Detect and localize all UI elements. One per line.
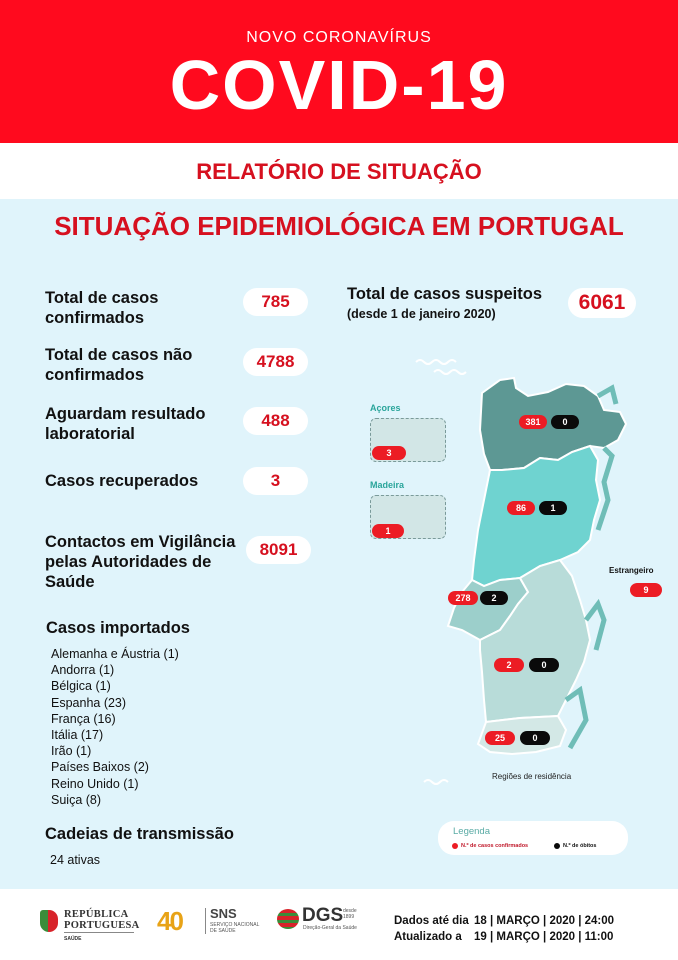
acores-confirmed-badge: 3 [372,446,406,460]
foreign-confirmed-badge: 9 [630,583,662,597]
stat-suspected-label: Total de casos suspeitos [347,285,543,303]
dates-block: Dados até dia 18 | MARÇO | 2020 | 24:00 … [394,913,614,945]
data-until-value: 18 | MARÇO | 2020 | 24:00 [474,915,615,927]
list-item: Alemanha e Áustria (1) [51,647,179,661]
stat-contacts: Contactos em Vigilância pelas Autoridade… [45,532,240,592]
republica-portuguesa-logo: REPÚBLICA PORTUGUESA [64,909,140,931]
stat-label: Total de casos não confirmados [45,346,193,384]
imported-list: Alemanha e Áustria (1) Andorra (1) Bélgi… [51,646,179,808]
list-item: Suiça (8) [51,792,102,807]
stat-recovered: Casos recuperados [45,471,225,491]
list-item: Andorra (1) [51,663,115,678]
stat-confirmed-value: 785 [243,288,308,316]
stat-unconfirmed: Total de casos não confirmados [45,345,205,385]
stat-suspected: Total de casos suspeitos (desde 1 de jan… [347,285,557,324]
list-item: Espanha (23) [51,695,127,710]
waves-icon [415,359,467,785]
legend-title: Legenda [453,826,490,837]
dgs-logo-icon [277,909,299,929]
legend-confirmed: N.º de casos confirmados [452,843,528,849]
chains-title: Cadeias de transmissão [45,825,234,843]
lisboa-deaths-badge: 2 [480,591,508,605]
region-centro [470,444,602,588]
list-item: Reino Unido (1) [51,776,139,791]
report-title: RELATÓRIO DE SITUAÇÃO [196,159,482,184]
norte-deaths-badge: 0 [551,415,579,429]
algarve-confirmed-badge: 25 [485,731,515,745]
sns-sub: SERVIÇO NACIONAL DE SAÚDE [210,922,260,934]
imported-title: Casos importados [46,619,190,637]
updated-label: Atualizado a [394,931,462,943]
footer: REPÚBLICA PORTUGUESA SAÚDE 40 SNS SERVIÇ… [0,889,678,960]
chains-value: 24 ativas [50,853,101,867]
alentejo-deaths-badge: 0 [529,658,559,672]
sns-divider [205,908,206,934]
list-item: Países Baixos (2) [51,760,149,775]
rp-divider [64,932,134,933]
updated-value: 19 | MARÇO | 2020 | 11:00 [474,931,614,943]
stat-suspected-note: (desde 1 de janeiro 2020) [347,307,496,321]
island-label-acores: Açores [370,403,401,413]
black-dot-icon [554,843,560,849]
stat-recovered-value: 3 [243,467,308,495]
list-item: Bélgica (1) [51,679,111,694]
stat-label: Aguardam resultado laboratorial [45,405,206,443]
list-item: Itália (17) [51,728,104,743]
stat-awaiting-value: 488 [243,407,308,435]
alentejo-confirmed-badge: 2 [494,658,524,672]
stat-label: Contactos em Vigilância pelas Autoridade… [45,533,236,591]
dgs-logo: DGS [302,905,344,926]
rp-line2: PORTUGUESA [64,920,140,931]
legend-deaths: N.º de óbitos [554,843,596,849]
header-title: COVID-19 [169,46,509,124]
lisboa-confirmed-badge: 278 [448,591,478,605]
madeira-confirmed-badge: 1 [372,524,404,538]
stat-unconfirmed-value: 4788 [243,348,308,376]
stat-label: Casos recuperados [45,472,199,490]
data-until-label: Dados até dia [394,915,469,927]
republica-portuguesa-logo-icon [40,910,58,932]
dgs-sub: Direção-Geral da Saúde [303,925,357,931]
norte-confirmed-badge: 381 [519,415,547,429]
stat-suspected-value: 6061 [568,288,636,318]
rp-line1: REPÚBLICA [64,909,129,920]
dgs-since: desde 1899 [343,908,357,920]
stat-label: Total de casos confirmados [45,289,159,327]
sns-logo: SNS [210,906,237,921]
stat-contacts-value: 8091 [246,536,311,564]
map-caption: Regiões de residência [492,772,572,781]
report-bar: RELATÓRIO DE SITUAÇÃO [0,143,678,199]
island-label-madeira: Madeira [370,480,405,490]
foreign-label: Estrangeiro [609,566,654,575]
sns-40-logo-icon: 40 [157,906,184,936]
legend-confirmed-label: N.º de casos confirmados [461,843,529,849]
centro-deaths-badge: 1 [539,501,567,515]
legend-deaths-label: N.º de óbitos [563,843,597,849]
red-dot-icon [452,843,458,849]
stat-confirmed: Total de casos confirmados [45,288,205,328]
map-legend: Legenda N.º de casos confirmados N.º de … [438,821,628,855]
header-kicker: NOVO CORONAVÍRUS [246,29,432,46]
section-title: SITUAÇÃO EPIDEMIOLÓGICA EM PORTUGAL [54,211,624,241]
stat-awaiting: Aguardam resultado laboratorial [45,404,215,444]
rp-sub: SAÚDE [64,936,82,942]
list-item: Irão (1) [51,744,92,759]
centro-confirmed-badge: 86 [507,501,535,515]
list-item: França (16) [51,711,116,726]
header-banner: NOVO CORONAVÍRUS COVID-19 [0,0,678,143]
algarve-deaths-badge: 0 [520,731,550,745]
